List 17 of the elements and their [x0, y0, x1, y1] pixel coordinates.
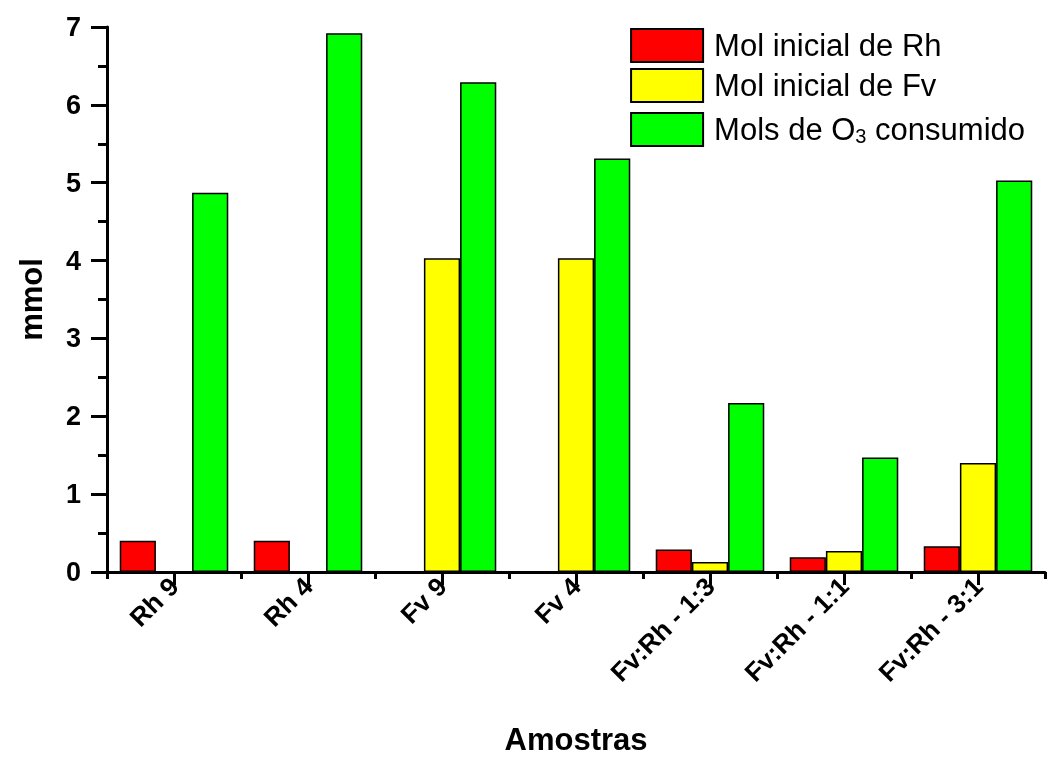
x-tick-label: Rh 4	[257, 571, 319, 633]
y-tick-label: 2	[65, 401, 81, 432]
x-axis-title: Amostras	[504, 722, 648, 757]
x-tick-label: Fv 9	[394, 571, 453, 630]
legend-label: Mols de O3 consumido	[714, 112, 1025, 147]
y-tick-label: 4	[65, 245, 81, 276]
x-tick-label: Rh 9	[123, 571, 185, 633]
x-tick-label: Fv 4	[528, 571, 587, 630]
y-tick-label: 7	[65, 12, 81, 42]
legend-label: Mol inicial de Fv	[714, 68, 937, 103]
y-tick-label: 6	[65, 89, 81, 120]
y-axis-title: mmol	[14, 258, 49, 341]
legend-label: Mol inicial de Rh	[714, 28, 942, 63]
y-tick-label: 3	[65, 323, 81, 354]
y-tick-label: 5	[65, 167, 81, 198]
y-tick-label: 0	[65, 557, 81, 587]
y-tick-label: 1	[65, 479, 81, 510]
